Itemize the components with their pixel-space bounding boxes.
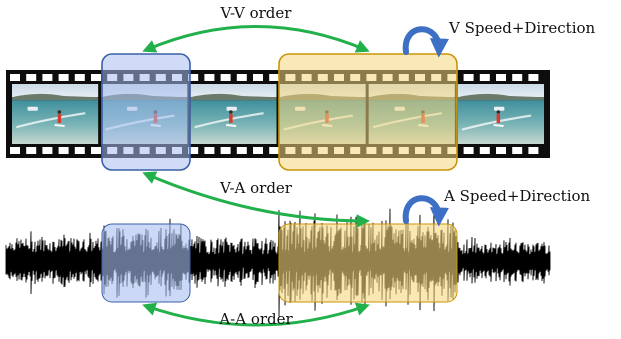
aa-order-arrow	[142, 302, 370, 327]
film-sprocket-hole	[26, 147, 37, 154]
video-film-strip	[6, 70, 550, 158]
va-order-label: V-A order	[219, 179, 293, 197]
film-sprocket-hole	[512, 147, 523, 154]
film-sprocket-hole	[10, 147, 20, 154]
film-sprocket-hole	[58, 74, 69, 81]
film-frame	[457, 84, 544, 144]
film-sprocket-hole	[188, 147, 199, 154]
waveform-trace	[5, 207, 551, 317]
film-sprocket-hole	[253, 74, 263, 81]
film-sprocket-hole	[528, 74, 539, 81]
film-sprocket-hole	[528, 147, 539, 154]
film-sprocket-hole	[10, 74, 20, 81]
film-sprocket-hole	[236, 74, 247, 81]
aa-order-label: A-A order	[218, 310, 293, 328]
film-sprocket-hole	[496, 74, 506, 81]
film-frame	[12, 84, 99, 144]
film-sprocket-hole	[269, 74, 280, 81]
a-speed-direction-icon	[402, 195, 449, 227]
film-sprocket-hole	[91, 74, 101, 81]
film-sprocket-hole	[91, 147, 101, 154]
film-sprocket-hole	[463, 147, 474, 154]
audio-waveform	[5, 207, 551, 317]
film-sprocket-hole	[204, 74, 215, 81]
film-sprocket-hole	[463, 74, 474, 81]
vv-order-arrow	[142, 25, 370, 53]
v-speed-direction-icon	[402, 26, 449, 58]
a-speed-direction-label: A Speed+Direction	[443, 187, 591, 205]
film-sprocket-hole	[269, 147, 280, 154]
film-sprocket-hole	[479, 74, 490, 81]
film-frame	[190, 84, 277, 144]
film-sprocket-hole	[253, 147, 263, 154]
film-sprocket-hole	[42, 74, 53, 81]
audio-clip-highlight-yellow	[278, 223, 458, 303]
film-sprocket-hole	[512, 74, 523, 81]
va-order-arrow	[142, 171, 371, 228]
film-sprocket-hole	[42, 147, 53, 154]
film-sprocket-hole	[74, 147, 85, 154]
film-sprocket-hole	[204, 147, 215, 154]
video-clip-highlight-yellow	[278, 53, 458, 171]
film-sprocket-hole	[74, 74, 85, 81]
film-sprocket-hole	[220, 74, 231, 81]
film-sprocket-hole	[188, 74, 199, 81]
vv-order-label: V-V order	[220, 4, 293, 22]
video-clip-highlight-blue	[101, 53, 191, 171]
film-sprocket-hole	[58, 147, 69, 154]
film-sprocket-hole	[26, 74, 37, 81]
film-sprocket-hole	[496, 147, 506, 154]
film-sprocket-hole	[220, 147, 231, 154]
audio-clip-highlight-blue	[101, 223, 191, 303]
film-sprocket-hole	[479, 147, 490, 154]
v-speed-direction-label: V Speed+Direction	[448, 19, 596, 37]
film-sprocket-hole	[236, 147, 247, 154]
